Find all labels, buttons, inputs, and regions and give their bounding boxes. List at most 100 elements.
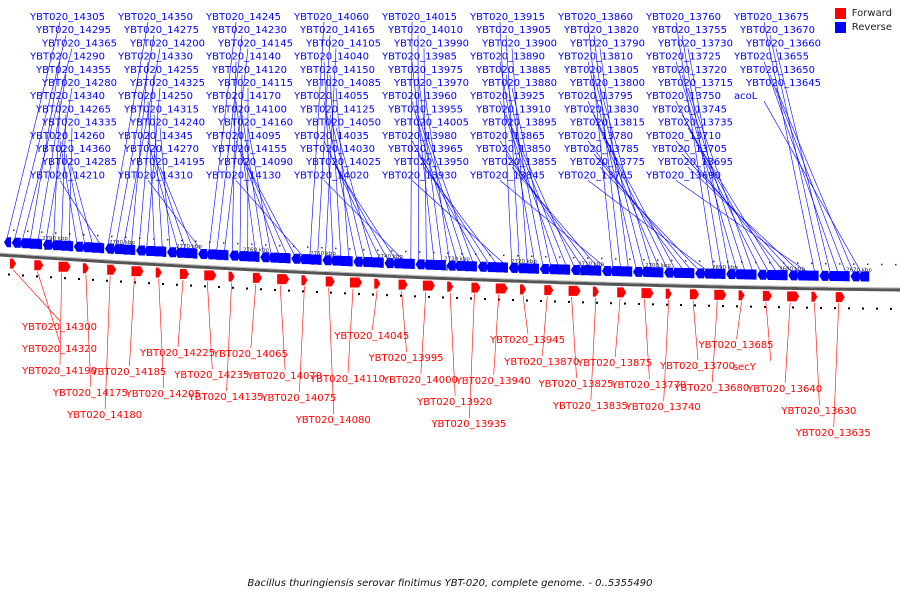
reverse-gene-leader xyxy=(323,101,357,258)
reverse-gene-label: YBT020_14365 xyxy=(41,38,117,49)
reverse-gene-label: YBT020_14350 xyxy=(117,12,193,23)
reverse-gene-label: YBT020_14040 xyxy=(293,52,369,63)
forward-gene-arrow xyxy=(58,261,71,272)
reverse-gene-label: YBT020_14310 xyxy=(117,170,193,181)
track-dot xyxy=(722,305,724,308)
reverse-gene-label: YBT020_13650 xyxy=(739,65,815,76)
track-dot xyxy=(447,252,449,254)
track-dot xyxy=(750,305,752,308)
reverse-gene-label: YBT020_13830 xyxy=(563,104,639,115)
reverse-gene-arrow xyxy=(469,261,477,272)
forward-gene-arrow xyxy=(714,289,727,300)
reverse-gene-label: YBT020_13800 xyxy=(569,78,645,89)
reverse-gene-leader xyxy=(107,21,149,245)
reverse-gene-leader xyxy=(511,167,598,267)
track-dot xyxy=(134,281,136,284)
reverse-gene-label: YBT020_14275 xyxy=(123,25,199,36)
track-dot xyxy=(246,287,248,290)
forward-gene-label: YBT020_13835 xyxy=(552,401,628,412)
forward-gene-arrow xyxy=(835,292,845,303)
forward-gene-label: YBT020_13685 xyxy=(698,340,774,351)
track-dot xyxy=(279,244,281,247)
track-dot xyxy=(526,299,528,302)
track-dot xyxy=(335,247,337,250)
reverse-gene-arrow xyxy=(136,245,146,256)
forward-gene-arrow xyxy=(301,275,308,286)
reverse-gene-arrow xyxy=(423,259,435,270)
reverse-gene-label: YBT020_13910 xyxy=(475,104,551,115)
reverse-gene-label: YBT020_14255 xyxy=(123,65,199,76)
track-dot xyxy=(251,243,253,246)
track-dot xyxy=(601,257,603,260)
reverse-gene-label: YBT020_14085 xyxy=(305,78,381,89)
legend-reverse: Reverse xyxy=(834,22,892,33)
track-dot xyxy=(848,307,850,310)
reverse-gene-leader xyxy=(769,74,846,273)
reverse-gene-label: YBT020_13815 xyxy=(569,118,645,129)
reverse-gene-leader xyxy=(216,35,243,251)
reverse-gene-label: YBT020_13860 xyxy=(557,12,633,23)
track-dot xyxy=(895,263,897,266)
reverse-gene-leader xyxy=(599,48,629,268)
reverse-gene-leader xyxy=(309,21,325,256)
reverse-gene-leader xyxy=(147,180,202,251)
track-dot xyxy=(358,292,360,295)
reverse-gene-arrow xyxy=(112,244,124,255)
reverse-gene-arrow xyxy=(842,271,850,282)
reverse-gene-label: YBT020_13775 xyxy=(569,157,645,168)
track-dot xyxy=(363,248,365,251)
backbone-highlight xyxy=(0,252,900,289)
reverse-gene-leader xyxy=(511,87,551,266)
legend: Forward Reverse xyxy=(834,8,892,36)
reverse-gene-arrow xyxy=(796,270,808,281)
reverse-gene-leader xyxy=(675,180,808,272)
reverse-gene-label: YBT020_13845 xyxy=(469,170,545,181)
forward-gene-label: YBT020_13825 xyxy=(538,379,614,390)
track-dot xyxy=(540,300,542,302)
reverse-gene-label: YBT020_14340 xyxy=(29,91,105,102)
reverse-gene-leader xyxy=(499,61,536,265)
track-dot xyxy=(176,283,178,286)
reverse-gene-label: YBT020_14210 xyxy=(29,170,105,181)
reverse-gene-label: YBT020_13925 xyxy=(469,91,545,102)
forward-gene-arrow xyxy=(471,282,481,293)
reverse-gene-leader xyxy=(687,166,800,272)
track-dot xyxy=(652,303,654,306)
forward-gene-label: YBT020_14000 xyxy=(382,375,458,386)
track-dot xyxy=(629,258,631,261)
reverse-gene-label: YBT020_13865 xyxy=(469,131,545,142)
reverse-gene-label: YBT020_13890 xyxy=(469,52,545,63)
track-dot xyxy=(890,307,892,310)
reverse-gene-arrow xyxy=(757,269,767,280)
reverse-gene-label: YBT020_13980 xyxy=(381,131,457,142)
reverse-gene-leader xyxy=(775,87,854,273)
forward-gene-arrow xyxy=(811,291,818,302)
forward-gene-label: YBT020_14175 xyxy=(52,388,128,399)
reverse-gene-label: YBT020_13930 xyxy=(381,170,457,181)
reverse-gene-arrow xyxy=(415,259,425,270)
forward-gene-label: YBT020_14065 xyxy=(212,349,288,360)
reverse-gene-label: YBT020_14285 xyxy=(41,157,117,168)
track-dot xyxy=(713,260,715,263)
track-dot xyxy=(400,294,402,297)
reverse-gene-label: YBT020_14260 xyxy=(29,131,105,142)
forward-gene-arrow xyxy=(422,280,435,291)
forward-gene-label: YBT020_13945 xyxy=(489,335,565,346)
forward-gene-leader xyxy=(299,286,305,393)
reverse-gene-arrow xyxy=(345,256,353,267)
reverse-gene-leader xyxy=(317,35,331,256)
tick-label: 2720 kbp xyxy=(511,259,537,265)
reverse-gene-leader xyxy=(153,153,186,250)
reverse-gene-arrow xyxy=(726,269,736,280)
forward-gene-arrow xyxy=(641,288,654,299)
figure-caption: Bacillus thuringiensis serovar finitimus… xyxy=(247,578,653,589)
forward-gene-label: YBT020_14205 xyxy=(125,389,201,400)
forward-gene-leader xyxy=(765,301,772,362)
forward-gene-arrow xyxy=(495,283,508,294)
reverse-gene-leader xyxy=(130,61,149,247)
track-dot xyxy=(232,286,234,289)
reverse-gene-arrow xyxy=(516,263,528,274)
track-dot xyxy=(111,235,113,238)
tick-label: 2770 kbp xyxy=(176,244,202,250)
reverse-gene-leader xyxy=(687,87,753,271)
